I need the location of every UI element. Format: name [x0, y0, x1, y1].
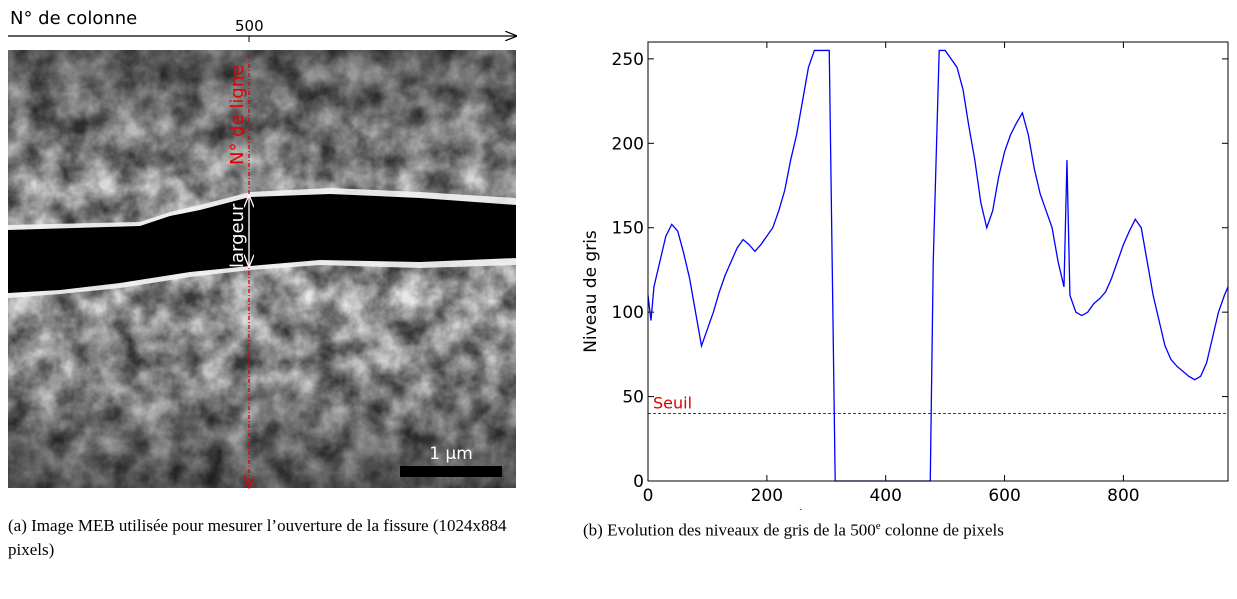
y-axis-label: Niveau de gris	[581, 230, 601, 353]
sem-image	[8, 50, 516, 488]
x-tick-label: 400	[869, 486, 901, 506]
x-tick-label: 200	[751, 486, 783, 506]
scale-label: 1 µm	[429, 444, 473, 464]
caption-b: (b) Evolution des niveaux de gris de la …	[583, 514, 1233, 543]
x-tick-label: 600	[988, 486, 1020, 506]
caption-b-sup: e	[875, 520, 881, 532]
y-tick-label: 200	[612, 134, 644, 154]
figure: N° de colonne 500 N° de ligne largeur 1 …	[8, 8, 1229, 510]
width-label: largeur	[227, 203, 248, 268]
chart: 0 200 400 600 800 0 50 100 150 200 250 Numéro de li…	[581, 41, 1229, 510]
y-tick-label: 100	[612, 303, 644, 323]
caption-b-text: (b) Evolution des niveaux de gris de la …	[583, 520, 876, 540]
y-tick-label: 0	[633, 472, 644, 492]
x-tick-label: 800	[1107, 486, 1139, 506]
column-axis-label: N° de colonne	[10, 8, 137, 29]
data-line	[647, 49, 1229, 482]
x-axis-label: Numéro de ligne [pixels]	[754, 508, 963, 510]
scale-bar	[400, 466, 502, 477]
x-tick-label: 0	[643, 486, 654, 506]
caption-b-text: colonne de pixels	[880, 520, 1004, 540]
y-tick-label: 150	[612, 219, 644, 239]
y-tick-label: 250	[612, 50, 644, 70]
caption-a: (a) Image MEB utilisée pour mesurer l’ou…	[8, 516, 507, 559]
threshold-label: Seuil	[653, 393, 692, 412]
line-label: N° de ligne	[227, 65, 248, 165]
y-tick-label: 50	[622, 388, 644, 408]
plot-frame	[647, 41, 1229, 482]
column-tick: 500	[235, 17, 264, 35]
